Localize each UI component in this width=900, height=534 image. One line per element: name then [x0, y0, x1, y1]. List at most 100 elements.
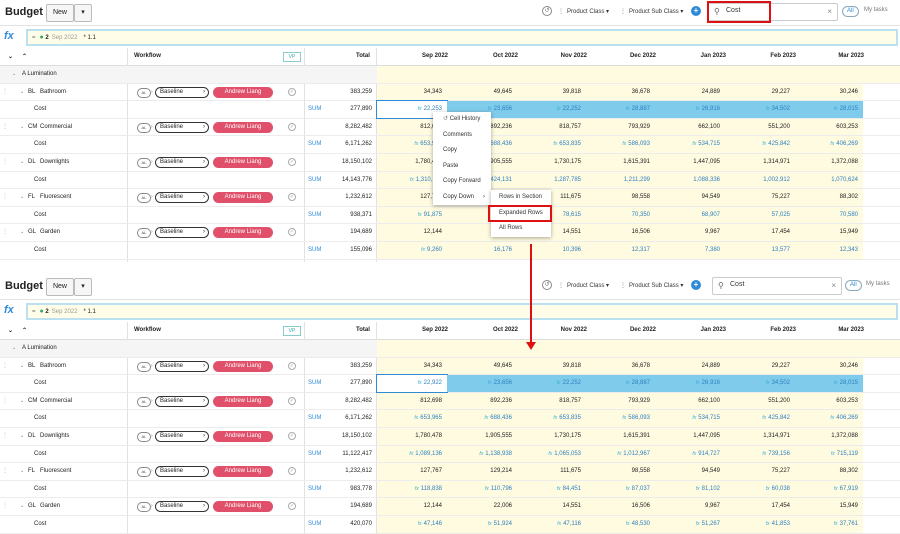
month-cell[interactable]: 1,088,336 [655, 171, 725, 189]
check-icon[interactable]: ✓ [288, 467, 296, 476]
check-icon[interactable]: ✓ [288, 361, 296, 370]
al-badge[interactable]: AL [137, 228, 151, 239]
month-cell[interactable]: 68,907 [655, 206, 725, 224]
month-cell[interactable]: fx 22,922 [376, 374, 448, 393]
baseline-dropdown[interactable]: Baseline › [155, 157, 209, 168]
assignee-badge[interactable]: Andrew Liang [213, 395, 273, 407]
month-cell[interactable]: fx 534,715 [655, 136, 725, 153]
month-cell[interactable]: 1,372,088 [793, 428, 863, 445]
drag-handle-icon[interactable]: ⋮ [2, 123, 8, 130]
month-cell[interactable]: fx 41,853 [725, 516, 795, 533]
month-cell[interactable]: fx 653,835 [516, 136, 586, 153]
month-cell[interactable]: 70,350 [585, 206, 655, 224]
al-badge[interactable]: AL [137, 502, 151, 513]
month-cell[interactable]: 7,380 [655, 242, 725, 259]
month-cell[interactable]: 1,314,971 [725, 428, 795, 445]
month-cell[interactable]: fx 406,269 [793, 136, 863, 153]
month-cell[interactable]: 34,343 [377, 83, 447, 101]
chevron-down-icon[interactable]: ⌄ [20, 503, 25, 510]
month-cell[interactable]: 1,730,175 [516, 154, 586, 171]
month-cell[interactable]: 1,780,478 [377, 154, 447, 171]
month-cell[interactable]: 49,645 [447, 357, 517, 375]
month-cell[interactable]: 1,905,555 [447, 428, 517, 445]
month-cell[interactable]: 812,698 [377, 392, 447, 410]
month-cell[interactable]: 24,889 [655, 83, 725, 101]
month-cell[interactable]: fx 34,502 [725, 375, 795, 392]
month-cell[interactable]: 36,678 [585, 357, 655, 375]
check-icon[interactable]: ✓ [288, 122, 296, 131]
month-cell[interactable]: 94,549 [655, 189, 725, 206]
baseline-dropdown[interactable]: Baseline › [155, 227, 209, 239]
month-cell[interactable]: fx 60,038 [725, 480, 795, 498]
month-cell[interactable]: 15,949 [793, 224, 863, 241]
formula-input[interactable]: = ● 2 Sep 2022 * 1.1 [26, 29, 898, 46]
baseline-dropdown[interactable]: Baseline › [155, 395, 209, 407]
month-cell[interactable]: 129,214 [447, 463, 517, 480]
month-cell[interactable]: 12,343 [793, 242, 863, 259]
month-cell[interactable]: 30,246 [793, 83, 863, 101]
assignee-badge[interactable]: Andrew Liang [213, 227, 273, 239]
month-cell[interactable]: 12,144 [377, 224, 447, 241]
month-cell[interactable]: fx 81,102 [655, 480, 725, 498]
context-menu-item[interactable]: Paste [433, 159, 491, 175]
month-cell[interactable]: 1,002,912 [725, 171, 795, 189]
drag-handle-icon[interactable]: ⋮ [2, 88, 8, 95]
month-cell[interactable]: 75,227 [725, 189, 795, 206]
month-cell[interactable]: 818,757 [516, 392, 586, 410]
chevron-down-icon[interactable]: ⌄ [20, 159, 25, 165]
month-cell[interactable]: fx 586,093 [585, 410, 655, 427]
expand-all-icon[interactable]: ⌄ [8, 54, 14, 60]
month-cell[interactable]: fx 9,260 [377, 242, 447, 259]
month-cell[interactable]: fx 28,015 [793, 101, 863, 118]
al-badge[interactable]: AL [137, 432, 151, 442]
al-badge[interactable]: AL [137, 396, 151, 407]
chevron-down-icon[interactable]: ⌄ [20, 229, 25, 236]
month-cell[interactable]: fx 1,012,967 [585, 445, 655, 463]
all-toggle[interactable]: All [845, 280, 862, 291]
check-icon[interactable]: ✓ [288, 158, 296, 166]
month-cell[interactable]: 111,675 [516, 463, 586, 480]
chevron-down-icon[interactable]: ⌄ [20, 433, 25, 439]
month-cell[interactable]: 1,730,175 [516, 428, 586, 445]
chevron-down-icon[interactable]: ⌄ [20, 194, 25, 201]
context-menu-item[interactable]: ↺ Cell History [433, 112, 491, 128]
month-cell[interactable]: fx 653,965 [377, 410, 447, 427]
collapse-all-icon[interactable]: ⌃ [22, 328, 28, 334]
new-button[interactable]: New [46, 278, 74, 296]
add-filter-button[interactable]: + [691, 6, 701, 16]
month-cell[interactable]: fx 37,761 [793, 516, 863, 533]
assignee-badge[interactable]: Andrew Liang [213, 466, 273, 478]
month-cell[interactable]: 9,967 [655, 224, 725, 241]
month-cell[interactable]: 9,967 [655, 498, 725, 515]
month-cell[interactable]: 34,343 [377, 357, 447, 375]
collapse-all-icon[interactable]: ⌃ [22, 54, 28, 60]
formula-input[interactable]: = ● 2 Sep 2022 * 1.1 [26, 303, 898, 320]
drag-handle-icon[interactable]: ⋮ [2, 397, 8, 404]
month-cell[interactable]: fx 22,252 [516, 101, 586, 118]
al-badge[interactable]: AL [137, 122, 151, 133]
check-icon[interactable]: ✓ [288, 228, 296, 237]
clear-search-icon[interactable]: × [827, 7, 832, 16]
month-cell[interactable]: 49,645 [447, 83, 517, 101]
assignee-badge[interactable]: Andrew Liang [213, 360, 273, 372]
month-cell[interactable]: 793,929 [585, 118, 655, 136]
month-cell[interactable]: fx 26,916 [655, 101, 725, 118]
month-cell[interactable]: 1,615,391 [585, 154, 655, 171]
al-badge[interactable]: AL [137, 193, 151, 204]
month-cell[interactable]: fx 534,715 [655, 410, 725, 427]
assignee-badge[interactable]: Andrew Liang [213, 121, 273, 133]
month-cell[interactable]: 29,227 [725, 83, 795, 101]
month-cell[interactable]: 1,211,299 [585, 171, 655, 189]
baseline-dropdown[interactable]: Baseline › [155, 121, 209, 133]
month-cell[interactable]: fx 1,089,136 [377, 445, 447, 463]
add-filter-button[interactable]: + [691, 280, 701, 290]
product-class-filter[interactable]: ⋮ Product Class ▾ [558, 280, 609, 292]
check-icon[interactable]: ✓ [288, 87, 296, 96]
month-cell[interactable]: fx 67,919 [793, 480, 863, 498]
submenu-item[interactable]: All Rows [491, 221, 551, 237]
chevron-down-icon[interactable]: ⌄ [12, 345, 17, 351]
my-tasks-toggle[interactable]: My tasks [866, 281, 890, 287]
month-cell[interactable]: 75,227 [725, 463, 795, 480]
month-cell[interactable]: fx 87,037 [585, 480, 655, 498]
month-cell[interactable]: fx 51,924 [447, 516, 517, 533]
